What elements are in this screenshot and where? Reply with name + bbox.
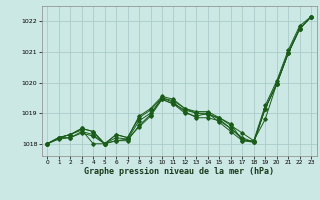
X-axis label: Graphe pression niveau de la mer (hPa): Graphe pression niveau de la mer (hPa): [84, 167, 274, 176]
